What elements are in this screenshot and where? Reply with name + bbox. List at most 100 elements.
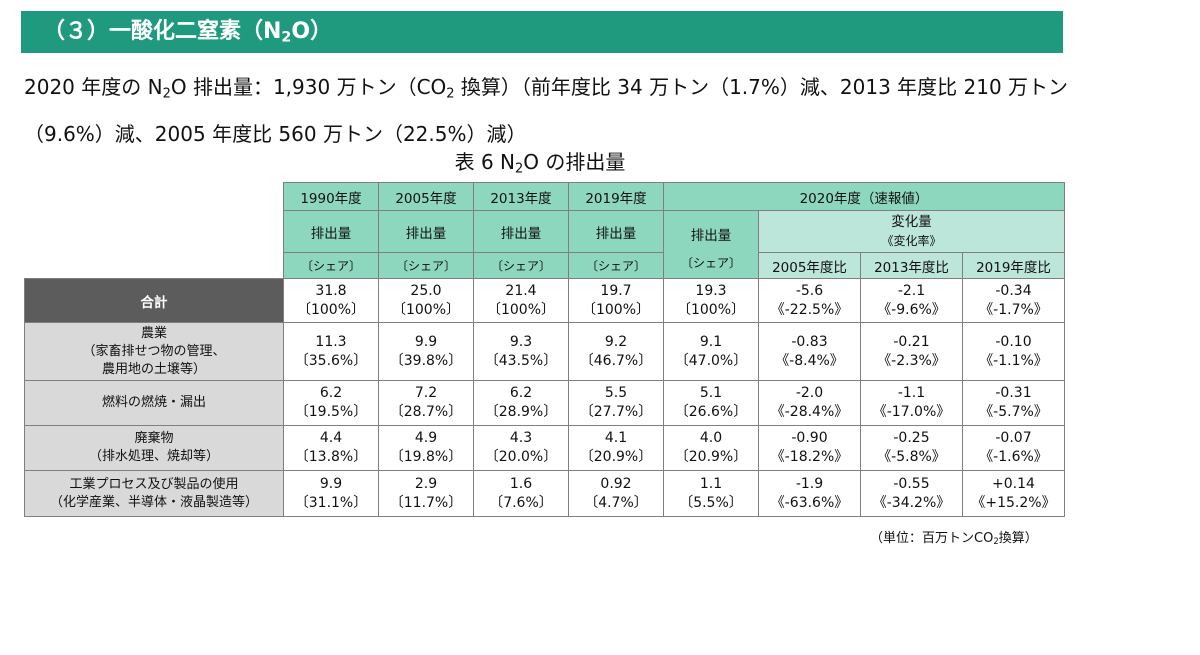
value-cell: -5.6 《-22.5%》 xyxy=(758,278,861,323)
cell-value: 1.6 xyxy=(509,475,533,492)
value-cell: -0.90 《-18.2%》 xyxy=(758,425,861,471)
cell-value: 4.0 xyxy=(699,430,723,446)
value-cell: -0.34 《-1.7%》 xyxy=(962,278,1065,323)
summary-subscript2: 2 xyxy=(446,86,455,102)
cell-value: -1.9 xyxy=(795,475,824,492)
cell-value: -2.1 xyxy=(897,282,926,299)
cell-value: 4.4 xyxy=(319,430,343,446)
cell-share: 〔100%〕 xyxy=(676,301,746,318)
cell-value: 9.1 xyxy=(699,333,723,350)
cell-value: 9.2 xyxy=(604,333,628,350)
value-cell: 6.2 〔28.9%〕 xyxy=(473,380,569,426)
cell-share: 〔43.5%〕 xyxy=(484,352,558,369)
row-label-line: 農業 xyxy=(140,325,167,341)
caption-subscript: 2 xyxy=(515,161,524,177)
cell-share: 〔100%〕 xyxy=(296,301,366,318)
cell-share: 〔31.1%〕 xyxy=(294,494,368,511)
value-cell: 4.1 〔20.9%〕 xyxy=(568,425,664,471)
value-cell: -2.0 《-28.4%》 xyxy=(758,380,861,426)
cell-share: 《-9.6%》 xyxy=(877,301,946,318)
cell-value: 21.4 xyxy=(505,282,537,299)
caption-post: O の排出量 xyxy=(523,150,626,174)
cell-share: 〔19.8%〕 xyxy=(389,449,463,465)
cell-share: 《-2.3%》 xyxy=(877,352,946,369)
unit-note-post: 換算） xyxy=(998,531,1038,546)
cell-value: -0.10 xyxy=(995,333,1032,350)
value-cell: 19.3 〔100%〕 xyxy=(663,278,759,323)
value-cell: 5.1 〔26.6%〕 xyxy=(663,380,759,426)
cell-value: 4.1 xyxy=(604,430,628,446)
comparison-header-2013: 2013年度比 xyxy=(860,252,963,279)
comparison-header-2005: 2005年度比 xyxy=(758,252,861,279)
table-row: 廃棄物 （排水処理、焼却等） 4.4 〔13.8%〕 4.9 〔19.8%〕 4.3 〔20.… xyxy=(24,425,1065,471)
emission-2020-header: 排出量 〔シェア〕 xyxy=(663,210,759,279)
summary-subscript1: 2 xyxy=(162,86,171,102)
cell-share: 《+15.2%》 xyxy=(971,494,1056,511)
year-header-2020: 2020年度（速報値） xyxy=(663,182,1065,211)
value-cell: 9.9 〔31.1%〕 xyxy=(283,470,379,517)
cell-share: 〔47.0%〕 xyxy=(674,352,748,369)
comparison-header-2019: 2019年度比 xyxy=(962,252,1065,279)
value-cell: -1.9 《-63.6%》 xyxy=(758,470,861,517)
section-title-banner: （３）一酸化二窒素（N2O） xyxy=(21,11,1063,53)
row-label-line: 燃料の燃焼・漏出 xyxy=(101,395,206,410)
cell-value: 7.2 xyxy=(414,385,438,401)
emission-label: 排出量 xyxy=(568,210,664,253)
share-label: 〔シェア〕 xyxy=(568,252,664,279)
cell-value: -0.25 xyxy=(893,430,930,446)
unit-note-pre: （単位：百万トンCO xyxy=(870,531,994,546)
value-cell: 31.8 〔100%〕 xyxy=(283,278,379,323)
year-header-2013: 2013年度 xyxy=(473,182,569,211)
cell-value: -0.07 xyxy=(995,430,1032,446)
cell-value: 6.2 xyxy=(509,385,533,401)
cell-share: 〔35.6%〕 xyxy=(294,352,368,369)
cell-value: -0.34 xyxy=(995,282,1032,299)
value-cell: 9.3 〔43.5%〕 xyxy=(473,322,569,381)
table-row: 燃料の燃焼・漏出 6.2 〔19.5%〕 7.2 〔28.7%〕 6.2 〔28.9%〕 5.… xyxy=(24,380,1065,426)
cell-share: 〔27.7%〕 xyxy=(579,404,653,420)
cell-value: 11.3 xyxy=(315,333,347,350)
share-label: 〔シェア〕 xyxy=(378,252,474,279)
row-label-total: 合計 xyxy=(24,278,284,323)
cell-share: 〔19.5%〕 xyxy=(294,404,368,420)
unit-note: （単位：百万トンCO2換算） xyxy=(870,527,1038,546)
value-cell: -0.25 《-5.8%》 xyxy=(860,425,963,471)
value-cell: 9.1 〔47.0%〕 xyxy=(663,322,759,381)
value-cell: -0.31 《-5.7%》 xyxy=(962,380,1065,426)
cell-share: 〔4.7%〕 xyxy=(584,494,648,511)
value-cell: 2.9 〔11.7%〕 xyxy=(378,470,474,517)
cell-share: 〔46.7%〕 xyxy=(579,352,653,369)
row-label-line: （家畜排せつ物の管理、 xyxy=(82,343,226,359)
value-cell: -2.1 《-9.6%》 xyxy=(860,278,963,323)
cell-value: 5.5 xyxy=(604,385,628,401)
cell-value: 0.92 xyxy=(600,475,632,492)
cell-share: 〔13.8%〕 xyxy=(294,449,368,465)
cell-share: 〔5.5%〕 xyxy=(679,494,743,511)
cell-share: 〔28.9%〕 xyxy=(484,404,558,420)
cell-value: 4.3 xyxy=(509,430,533,446)
table-caption: 表 6 N2O の排出量 xyxy=(0,147,1080,184)
cell-value: -0.90 xyxy=(791,430,828,446)
cell-value: 1.1 xyxy=(699,475,723,492)
value-cell: -0.21 《-2.3%》 xyxy=(860,322,963,381)
cell-share: 〔100%〕 xyxy=(486,301,556,318)
table-body: 合計 31.8 〔100%〕 25.0 〔100%〕 21.4 〔100%〕 19.7 〔100… xyxy=(24,278,1065,517)
cell-share: 〔20.0%〕 xyxy=(484,449,558,465)
share-label: 〔シェア〕 xyxy=(283,252,379,279)
cell-share: 〔100%〕 xyxy=(391,301,461,318)
cell-value: -0.83 xyxy=(791,333,828,350)
value-cell: -0.10 《-1.1%》 xyxy=(962,322,1065,381)
value-cell: 7.2 〔28.7%〕 xyxy=(378,380,474,426)
cell-share: 〔20.9%〕 xyxy=(674,449,748,465)
change-header: 変化量 《変化率》 xyxy=(758,210,1065,253)
row-label-line: （排水処理、焼却等） xyxy=(88,449,219,464)
value-cell: 11.3 〔35.6%〕 xyxy=(283,322,379,381)
value-cell: 6.2 〔19.5%〕 xyxy=(283,380,379,426)
cell-share: 《-34.2%》 xyxy=(872,494,951,511)
cell-value: -2.0 xyxy=(795,385,824,401)
unit-note-subscript: 2 xyxy=(993,536,999,547)
emission-label: 排出量 xyxy=(690,228,732,244)
value-cell: -1.1 《-17.0%》 xyxy=(860,380,963,426)
cell-share: 〔28.7%〕 xyxy=(389,404,463,420)
value-cell: 9.9 〔39.8%〕 xyxy=(378,322,474,381)
